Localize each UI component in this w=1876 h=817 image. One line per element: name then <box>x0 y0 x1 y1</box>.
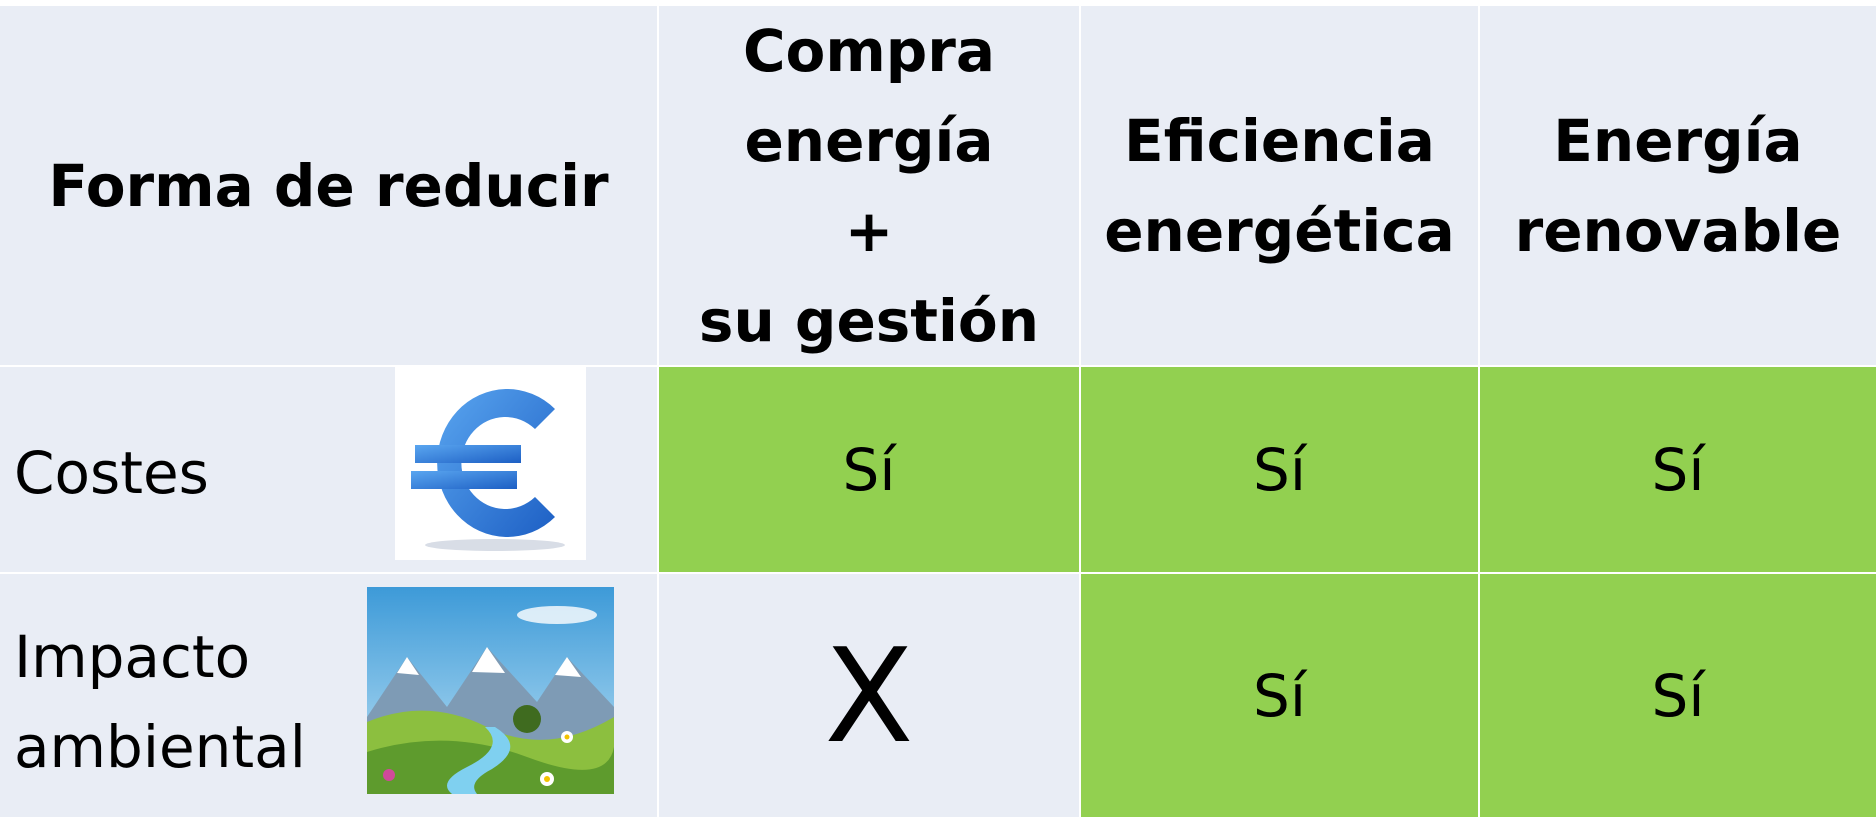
text-line: Forma de reducir <box>48 151 609 220</box>
row-label: Impacto ambiental <box>14 612 306 792</box>
text-line: Eficiencia <box>1124 106 1435 175</box>
text-line: su gestión <box>698 286 1040 355</box>
row-label: Costes <box>14 428 209 518</box>
cell: Sí <box>1480 367 1876 572</box>
landscape-image <box>367 587 614 794</box>
header-cell: Forma de reducir <box>0 6 657 365</box>
cell: X <box>659 574 1079 817</box>
text-line: energía <box>744 106 994 175</box>
cell: Sí <box>1081 367 1478 572</box>
text-line: energética <box>1104 196 1455 265</box>
text-line: Impacto <box>14 623 251 691</box>
cell: Sí <box>1480 574 1876 817</box>
text-line: Energía <box>1553 106 1803 175</box>
text-line: Costes <box>14 439 209 507</box>
text-line: Compra <box>742 16 996 85</box>
header-cell: Compra energía + su gestión <box>659 6 1079 365</box>
header-cell: Eficiencia energética <box>1081 6 1478 365</box>
header-cell: Energía renovable <box>1480 6 1876 365</box>
text-line: ambiental <box>14 713 306 781</box>
euro-icon <box>395 367 586 560</box>
text-line: renovable <box>1514 196 1842 265</box>
cell: Sí <box>1081 574 1478 817</box>
text-line: + <box>844 196 894 265</box>
cell: Sí <box>659 367 1079 572</box>
